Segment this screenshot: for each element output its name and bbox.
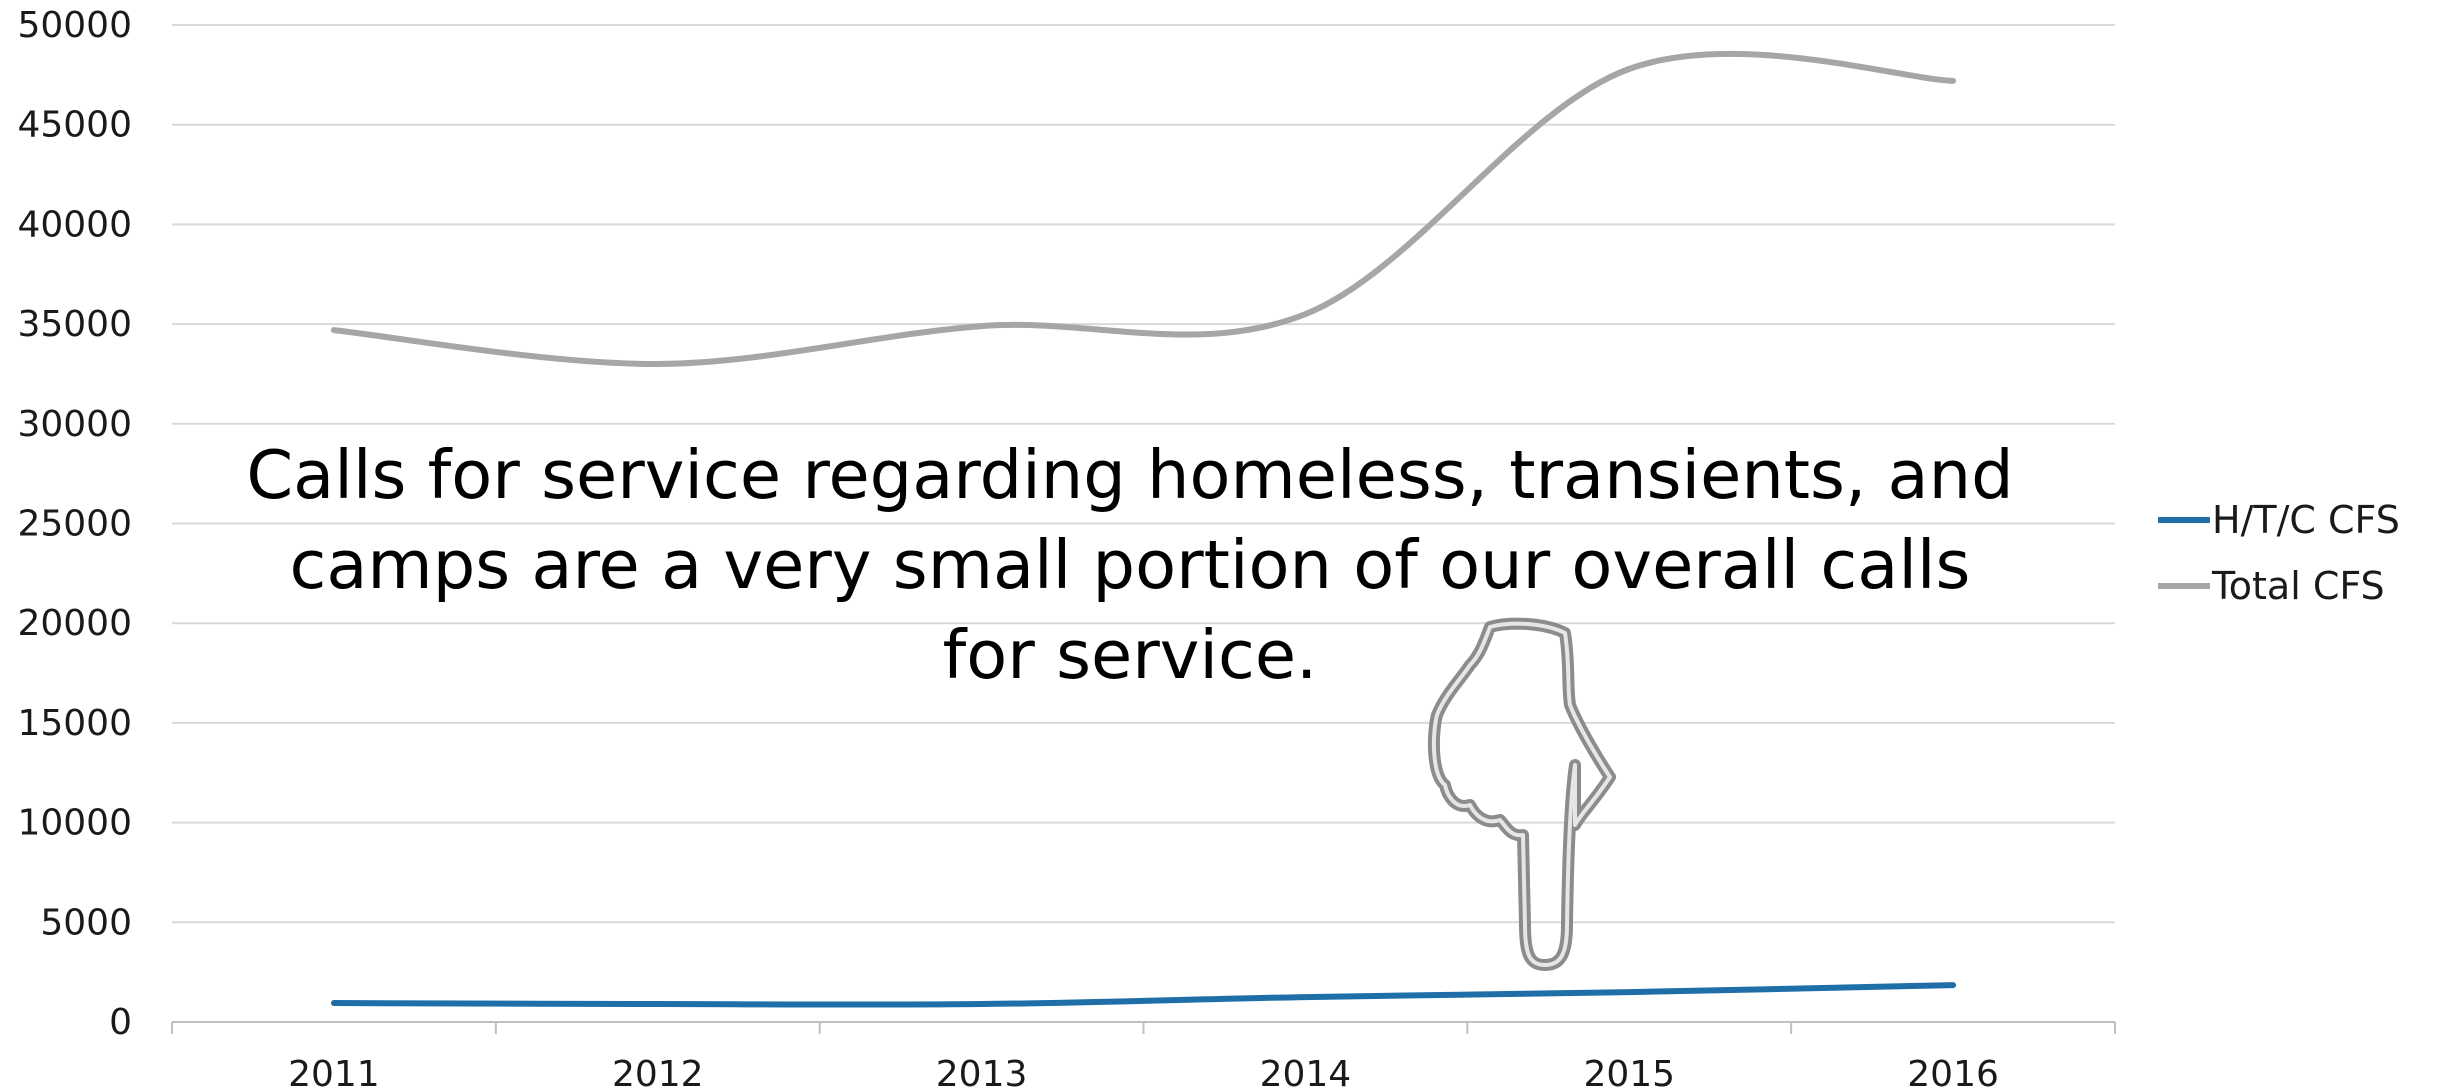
y-tick-label: 0 (109, 1002, 132, 1043)
x-tick-label: 2012 (612, 1054, 704, 1088)
y-tick-label: 15000 (17, 703, 132, 744)
y-tick-label: 5000 (40, 902, 132, 943)
y-axis: 0 5000 10000 15000 20000 25000 30000 35000 40000… (17, 5, 132, 1043)
y-tick-label: 30000 (17, 404, 132, 445)
series-line-0 (330, 982, 1957, 1008)
legend: H/T/C CFS Total CFS (2158, 498, 2400, 608)
legend-label: H/T/C CFS (2212, 498, 2400, 542)
y-tick-label: 35000 (17, 304, 132, 345)
y-tick-label: 50000 (17, 5, 132, 46)
x-tick-label: 2011 (288, 1054, 380, 1088)
gridlines (172, 24, 2115, 1023)
series-line-1 (330, 50, 1957, 367)
x-tick-label: 2013 (936, 1054, 1028, 1088)
y-tick-label: 45000 (17, 105, 132, 146)
series-lines (330, 50, 1957, 1008)
x-axis: 2011 2012 2013 2014 2015 2016 (171, 1022, 2116, 1088)
x-tick-label: 2014 (1260, 1054, 1352, 1088)
legend-label: Total CFS (2211, 564, 2385, 608)
y-tick-label: 20000 (17, 603, 132, 644)
pointing-hand-icon (1427, 617, 1616, 971)
x-tick-label: 2016 (1907, 1054, 1999, 1088)
y-tick-label: 25000 (17, 504, 132, 545)
y-tick-label: 10000 (17, 803, 132, 844)
y-tick-label: 40000 (17, 204, 132, 245)
chart-annotation: Calls for service regarding homeless, tr… (246, 436, 2014, 694)
x-tick-label: 2015 (1583, 1054, 1675, 1088)
